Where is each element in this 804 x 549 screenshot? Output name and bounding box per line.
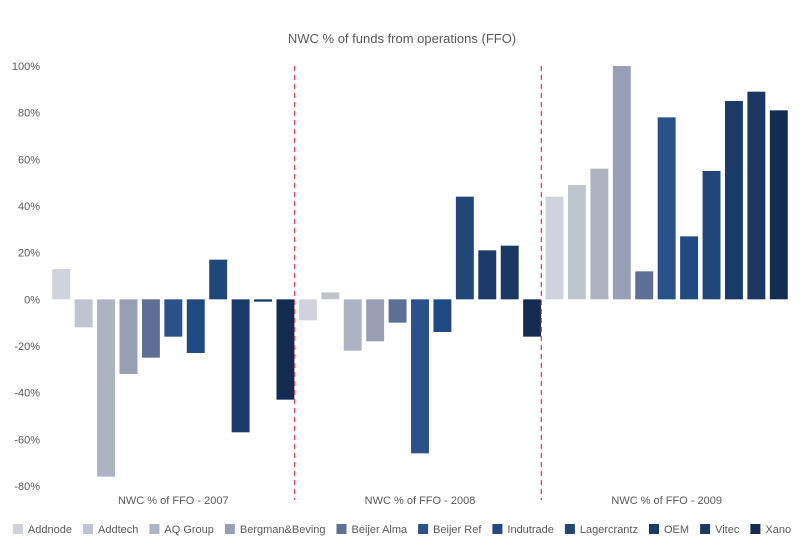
- bar: [590, 168, 609, 300]
- legend-label: OEM: [664, 524, 689, 536]
- bar: [545, 196, 564, 300]
- bar: [635, 271, 654, 300]
- bar: [97, 299, 116, 477]
- y-tick-label: 40%: [18, 201, 40, 213]
- y-tick-label: -40%: [14, 388, 40, 400]
- legend-swatch: [149, 524, 160, 534]
- legend: Addnode Addtech AQ Group Bergman&Beving Beij…: [12, 524, 791, 536]
- bar: [657, 117, 676, 300]
- legend-swatch: [492, 524, 503, 534]
- legend-label: Beijer Ref: [433, 524, 482, 536]
- bar: [478, 250, 497, 300]
- legend-label: Xano: [765, 524, 791, 536]
- bar: [769, 110, 788, 300]
- legend-swatch: [700, 524, 711, 534]
- legend-label: AQ Group: [164, 524, 214, 536]
- bar: [455, 196, 474, 300]
- bar: [747, 91, 766, 300]
- legend-label: Lagercrantz: [580, 524, 638, 536]
- bar: [680, 236, 699, 300]
- y-tick-label: -80%: [14, 481, 40, 493]
- legend-label: Addtech: [98, 524, 138, 536]
- legend-label: Indutrade: [507, 524, 553, 536]
- legend-swatch: [750, 524, 761, 534]
- bar: [612, 66, 631, 300]
- legend-label: Bergman&Beving: [240, 524, 326, 536]
- legend-swatch: [336, 524, 347, 534]
- bar: [388, 299, 407, 323]
- bar: [568, 185, 586, 300]
- category-label: NWC % of FFO - 2008: [365, 495, 476, 507]
- legend-label: Addnode: [28, 524, 72, 536]
- legend-label: Beijer Alma: [352, 524, 409, 536]
- legend-label: Vitec: [715, 524, 740, 536]
- category-label: NWC % of FFO - 2009: [611, 495, 722, 507]
- bar: [119, 299, 138, 374]
- group-separators: [294, 66, 542, 500]
- legend-swatch: [649, 524, 659, 534]
- bar: [298, 299, 317, 321]
- bars: [52, 66, 788, 477]
- bar: [500, 245, 519, 300]
- legend-swatch: [83, 524, 93, 534]
- bar: [343, 299, 362, 351]
- y-tick-label: -60%: [14, 434, 40, 446]
- bar: [523, 299, 542, 337]
- y-tick-label: 20%: [18, 248, 40, 260]
- bar: [321, 292, 340, 300]
- y-tick-label: -20%: [14, 341, 40, 353]
- legend-swatch: [224, 524, 235, 534]
- bar: [254, 299, 272, 302]
- bar: [209, 259, 228, 300]
- bar: [366, 299, 385, 342]
- legend-swatch: [564, 524, 575, 534]
- group-labels: NWC % of FFO - 2007 NWC % of FFO - 2008 NW…: [118, 495, 722, 507]
- bar: [724, 101, 743, 300]
- legend-swatch: [418, 524, 429, 534]
- bar: [74, 299, 93, 328]
- y-tick-label: 100%: [12, 61, 40, 73]
- y-axis: 100% 80% 60% 40% 20% 0% -20% -40% -60% -80%: [12, 61, 40, 493]
- bar: [411, 299, 429, 454]
- chart-title: NWC % of funds from operations (FFO): [288, 31, 516, 46]
- bar: [433, 299, 452, 332]
- bar: [702, 171, 721, 300]
- category-label: NWC % of FFO - 2007: [118, 495, 229, 507]
- y-tick-label: 80%: [18, 108, 40, 120]
- legend-swatch: [12, 524, 23, 534]
- bar: [186, 299, 205, 353]
- bar: [231, 299, 250, 433]
- bar: [141, 299, 160, 358]
- bar: [52, 269, 71, 300]
- y-tick-label: 60%: [18, 154, 40, 166]
- bar: [164, 299, 183, 337]
- bar: [276, 299, 295, 400]
- y-tick-label: 0%: [24, 294, 40, 306]
